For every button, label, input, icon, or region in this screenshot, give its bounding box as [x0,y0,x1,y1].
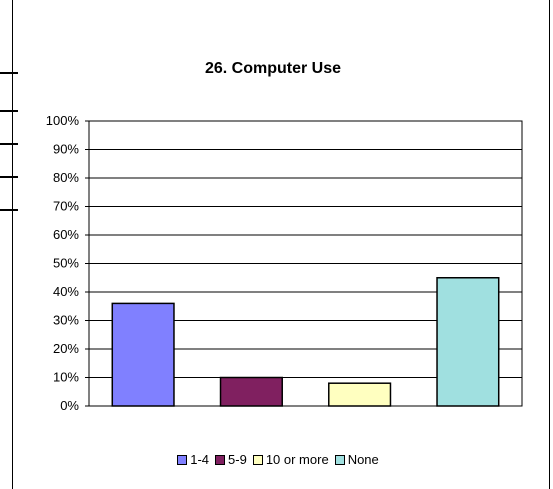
left-edge-line [0,143,18,145]
legend-label: 10 or more [265,452,329,467]
legend-label: 5-9 [228,452,247,467]
legend-item: 5-9 [215,452,247,467]
legend-swatch [334,454,345,465]
bar [219,376,283,407]
y-tick-label: 30% [53,313,79,328]
bar [436,277,500,407]
y-tick-label: 60% [53,227,79,242]
legend-swatch [252,454,263,465]
y-tick-label: 40% [53,284,79,299]
y-tick-label: 20% [53,341,79,356]
y-tick-label: 80% [53,170,79,185]
legend-label: 1-4 [190,452,210,467]
bar-chart: 0% 10% 20% 30% 40% 50% 60% 70% 80% 90% 100% [46,113,523,413]
y-tick-label: 70% [53,199,79,214]
legend-label: None [347,452,379,467]
legend-item: 1-4 [177,452,209,467]
left-edge-line [0,72,18,74]
y-tick-label: 100% [46,113,80,128]
legend-swatch [215,454,226,465]
legend-item: 10 or more [252,452,329,467]
chart-title: 26. Computer Use [204,60,342,77]
y-tick-label: 90% [53,142,79,157]
plot-area [88,120,523,407]
left-edge-line [0,209,18,211]
chart-legend: 1-4 5-9 10 or more None [13,452,549,468]
legend-swatch [177,454,188,465]
chart-frame: 26. Computer Use 0% 10% 20% 30% 40% 50% 60% 70%… [12,0,550,489]
y-tick-label: 0% [60,398,79,413]
legend-item: None [334,452,379,467]
left-edge-line [0,176,18,178]
bar [111,302,175,407]
bar [328,382,392,407]
y-tick-label: 10% [53,370,79,385]
y-tick-label: 50% [53,256,79,271]
left-edge-line [0,110,18,112]
